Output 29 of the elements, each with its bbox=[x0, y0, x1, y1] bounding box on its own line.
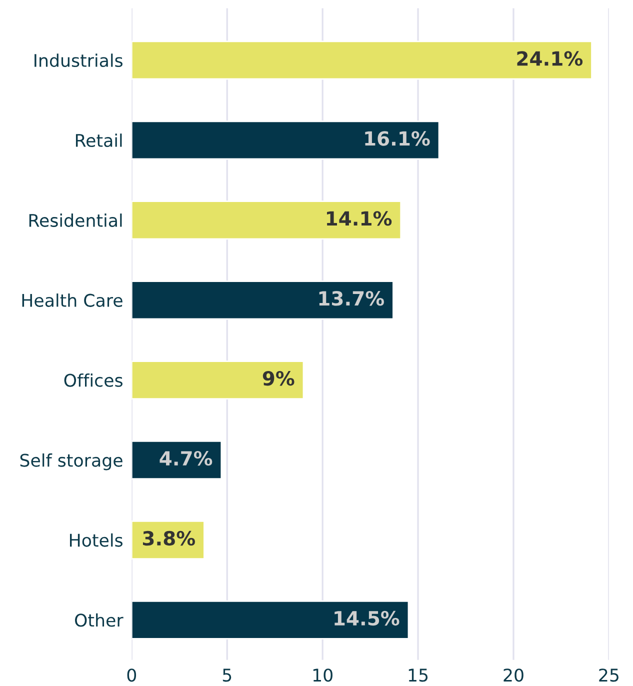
y-tick-label: Hotels bbox=[70, 533, 122, 547]
x-tick-label: 15 bbox=[408, 668, 428, 682]
bar bbox=[132, 360, 304, 400]
x-tick-label: 0 bbox=[127, 668, 136, 682]
data-label: 13.7% bbox=[319, 291, 384, 306]
bar bbox=[132, 600, 410, 640]
data-label: 16.1% bbox=[365, 131, 430, 146]
data-label: 9% bbox=[262, 370, 294, 386]
x-tick-label: 10 bbox=[313, 668, 332, 682]
y-tick-label: Residential bbox=[29, 214, 122, 227]
y-tick-label: Retail bbox=[76, 134, 122, 148]
bar bbox=[132, 200, 402, 240]
data-label: 4.7% bbox=[160, 450, 212, 466]
x-tick-label: 25 bbox=[599, 668, 618, 682]
y-tick-label: Self storage bbox=[20, 453, 122, 470]
x-tick-label: 20 bbox=[504, 668, 524, 682]
bar bbox=[132, 280, 394, 320]
y-tick-label: Other bbox=[75, 613, 124, 627]
data-label: 14.5% bbox=[334, 610, 400, 626]
y-tick-label: Health Care bbox=[22, 294, 122, 307]
data-label: 24.1% bbox=[517, 51, 583, 66]
data-label: 14.1% bbox=[326, 211, 392, 226]
data-label: 3.8% bbox=[142, 530, 195, 546]
bar bbox=[132, 40, 592, 80]
x-tick-label: 5 bbox=[222, 668, 232, 682]
bar bbox=[132, 120, 440, 160]
y-tick-label: Industrials bbox=[34, 54, 122, 68]
y-tick-label: Offices bbox=[64, 373, 122, 387]
bar bbox=[132, 440, 222, 480]
